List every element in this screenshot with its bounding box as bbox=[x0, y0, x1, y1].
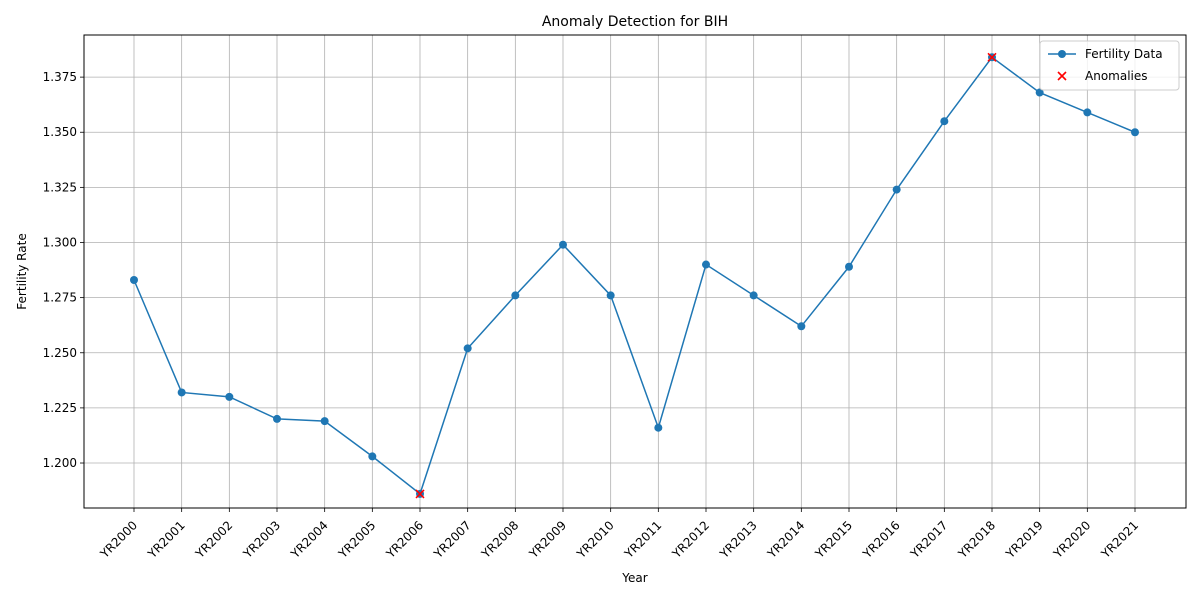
y-tick-label: 1.350 bbox=[43, 125, 77, 139]
data-point bbox=[1131, 128, 1139, 137]
legend-label-anomalies: Anomalies bbox=[1085, 69, 1148, 83]
data-point bbox=[463, 344, 472, 353]
y-tick-label: 1.250 bbox=[43, 346, 77, 360]
data-point bbox=[177, 388, 186, 397]
x-axis-ticks: YR2000 YR2001 YR2002 YR2003 YR2004 YR2005 YR20… bbox=[97, 508, 1141, 562]
x-tick-label: YR2021 bbox=[1098, 518, 1141, 561]
x-tick-label: YR2016 bbox=[859, 518, 902, 561]
x-tick-label: YR2013 bbox=[716, 518, 759, 561]
y-tick-label: 1.325 bbox=[43, 180, 77, 194]
x-tick-label: YR2003 bbox=[240, 518, 283, 561]
grid bbox=[84, 35, 1186, 508]
anomaly-stroke bbox=[415, 489, 425, 499]
x-tick-label: YR2009 bbox=[526, 518, 569, 561]
data-point bbox=[606, 291, 615, 300]
legend-label-fertility: Fertility Data bbox=[1085, 47, 1163, 61]
data-point bbox=[749, 291, 758, 300]
data-point bbox=[320, 417, 329, 426]
x-tick-label: YR2014 bbox=[764, 518, 807, 561]
data-point bbox=[1083, 108, 1092, 117]
x-tick-label: YR2015 bbox=[812, 518, 855, 561]
data-point bbox=[559, 240, 567, 249]
data-point bbox=[845, 262, 853, 271]
data-point bbox=[940, 117, 949, 126]
series-lines bbox=[133, 56, 1136, 496]
legend-marker-fertility bbox=[1058, 50, 1066, 58]
series-markers bbox=[130, 53, 1139, 498]
x-tick-label: YR2011 bbox=[621, 518, 664, 561]
data-point bbox=[130, 275, 138, 284]
x-tick-label: YR2008 bbox=[478, 518, 521, 561]
x-tick-label: YR2005 bbox=[335, 518, 378, 561]
y-tick-label: 1.300 bbox=[43, 236, 77, 250]
x-tick-label: YR2020 bbox=[1050, 518, 1093, 561]
data-point bbox=[892, 185, 901, 194]
x-tick-label: YR2000 bbox=[97, 518, 140, 561]
data-point bbox=[797, 322, 806, 331]
data-point bbox=[368, 452, 377, 461]
x-axis-label: Year bbox=[621, 571, 647, 585]
chart-title: Anomaly Detection for BIH bbox=[542, 14, 728, 30]
legend-marker-anomalies bbox=[1057, 71, 1067, 81]
data-point bbox=[273, 414, 281, 423]
anomaly-point bbox=[415, 489, 425, 499]
data-point bbox=[1035, 88, 1044, 97]
data-point bbox=[511, 291, 520, 300]
x-tick-label: YR2018 bbox=[955, 518, 998, 561]
x-tick-label: YR2017 bbox=[907, 518, 950, 561]
y-tick-label: 1.375 bbox=[43, 70, 77, 84]
y-axis-label: Fertility Rate bbox=[15, 233, 29, 309]
x-tick-label: YR2002 bbox=[192, 518, 235, 561]
x-tick-label: YR2010 bbox=[573, 518, 616, 561]
x-tick-label: YR2006 bbox=[383, 518, 426, 561]
anomaly-stroke bbox=[987, 52, 997, 62]
x-tick-label: YR2019 bbox=[1002, 518, 1045, 561]
legend: Fertility Data Anomalies bbox=[1039, 40, 1180, 91]
data-point bbox=[225, 392, 234, 401]
y-axis-ticks: 1.200 1.225 1.250 1.275 1.300 1.325 1.350 1.375 bbox=[43, 70, 84, 470]
plot-frame bbox=[83, 34, 1187, 509]
data-point bbox=[702, 260, 710, 269]
y-tick-label: 1.225 bbox=[43, 401, 77, 415]
fertility-line bbox=[133, 56, 1136, 496]
x-tick-label: YR2007 bbox=[430, 518, 473, 561]
x-tick-label: YR2012 bbox=[669, 518, 712, 561]
anomaly-point bbox=[987, 52, 997, 62]
x-tick-label: YR2001 bbox=[144, 518, 187, 561]
y-tick-label: 1.275 bbox=[43, 291, 77, 305]
x-tick-label: YR2004 bbox=[287, 518, 330, 561]
anomaly-markers bbox=[415, 52, 997, 499]
legend-anomaly-stroke bbox=[1057, 71, 1067, 81]
y-tick-label: 1.200 bbox=[43, 456, 77, 470]
data-point bbox=[654, 423, 663, 432]
